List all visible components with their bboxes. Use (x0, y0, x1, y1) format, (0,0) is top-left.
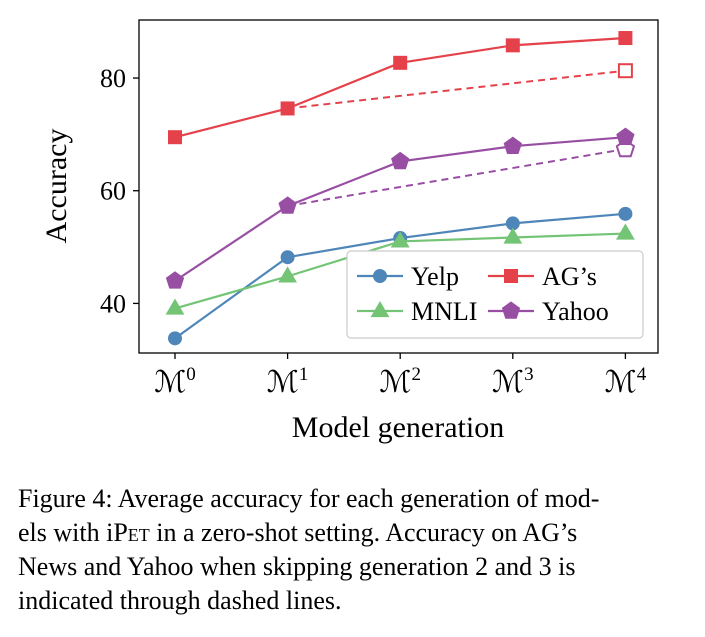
legend-marker-yahoo (501, 301, 521, 319)
x-tick-label-m0: ℳ0 (154, 364, 196, 399)
legend-item-yahoo: Yahoo (488, 297, 609, 326)
series-lines (165, 31, 635, 346)
point-yelp-m1 (280, 250, 295, 265)
legend-box (346, 250, 644, 339)
legend-label-ag-s: AG’s (542, 262, 597, 291)
x-axis-label: Model generation (292, 411, 504, 444)
legend-item-ag-s: AG’s (488, 262, 597, 291)
legend-item-yelp: Yelp (357, 262, 459, 291)
x-tick-label-m2: ℳ2 (379, 364, 421, 399)
series-mnli (165, 223, 635, 315)
point-ag-s-m3 (505, 38, 520, 53)
legend-item-mnli: MNLI (357, 297, 477, 326)
legend-label-mnli: MNLI (411, 297, 477, 326)
dashed-marker-ag-s (617, 63, 633, 79)
point-mnli-m0 (165, 298, 185, 315)
legend-marker-ag-s (504, 269, 518, 283)
dashed-line-yahoo (287, 148, 626, 207)
legend: Yelp AG’s MNLI Yahoo (346, 250, 644, 339)
legend-marker-yelp (373, 269, 387, 283)
point-mnli-m1 (278, 266, 298, 283)
point-yahoo-m4 (616, 127, 635, 145)
caption-text: indicated through dashed lines. (18, 586, 342, 615)
x-tick-superscript: 2 (411, 364, 421, 385)
point-ag-s-m0 (168, 130, 182, 145)
x-tick-label-m4: ℳ4 (605, 364, 647, 399)
series-yahoo (165, 127, 635, 289)
legend-marker-mnli (370, 301, 390, 318)
point-mnli-m2 (390, 231, 410, 248)
plot-frame (138, 19, 659, 354)
caption-text: News and Yahoo when skipping generation … (18, 552, 576, 581)
y-axis-label: Accuracy (40, 129, 73, 244)
y-tick-label-80: 80 (100, 64, 126, 93)
line-ag-s (174, 36, 626, 139)
caption-text: in a zero-shot setting. Accuracy on AG’s (149, 518, 578, 547)
y-tick-label-60: 60 (100, 177, 126, 206)
dashed-line-ag-s (287, 69, 626, 110)
point-mnli-m3 (503, 227, 523, 244)
caption-text: els with i (18, 518, 114, 547)
point-yahoo-m2 (391, 151, 410, 170)
point-yahoo-m0 (165, 271, 185, 289)
caption-line: News and Yahoo when skipping generation … (18, 550, 690, 584)
x-tick-superscript: 4 (637, 364, 647, 385)
point-ag-s-m2 (393, 55, 408, 70)
y-tick-label-40: 40 (100, 289, 126, 318)
x-tick-superscript: 1 (299, 364, 309, 385)
caption-text: Pet (113, 518, 150, 547)
x-tick-superscript: 3 (524, 364, 534, 385)
series-ag-s (168, 31, 633, 145)
point-yelp-m4 (618, 206, 633, 221)
point-mnli-m4 (615, 223, 635, 240)
point-ag-s-m1 (280, 101, 295, 116)
point-ag-s-m4 (618, 31, 633, 46)
x-tick-superscript: 0 (186, 364, 196, 385)
caption-line: indicated through dashed lines. (18, 584, 690, 618)
caption-line: els with iPet in a zero-shot setting. Ac… (18, 516, 690, 550)
point-yahoo-m3 (503, 136, 522, 154)
figure-caption: Figure 4: Average accuracy for each gene… (18, 482, 690, 618)
x-tick-label-m3: ℳ3 (492, 364, 534, 399)
legend-label-yelp: Yelp (411, 262, 459, 291)
x-tick-label-m1: ℳ1 (267, 364, 309, 399)
caption-line: Figure 4: Average accuracy for each gene… (18, 482, 690, 516)
point-yahoo-m1 (278, 196, 297, 214)
legend-label-yahoo: Yahoo (542, 297, 609, 326)
caption-text: Figure 4: Average accuracy for each gene… (18, 484, 600, 513)
point-yelp-m0 (168, 331, 182, 346)
